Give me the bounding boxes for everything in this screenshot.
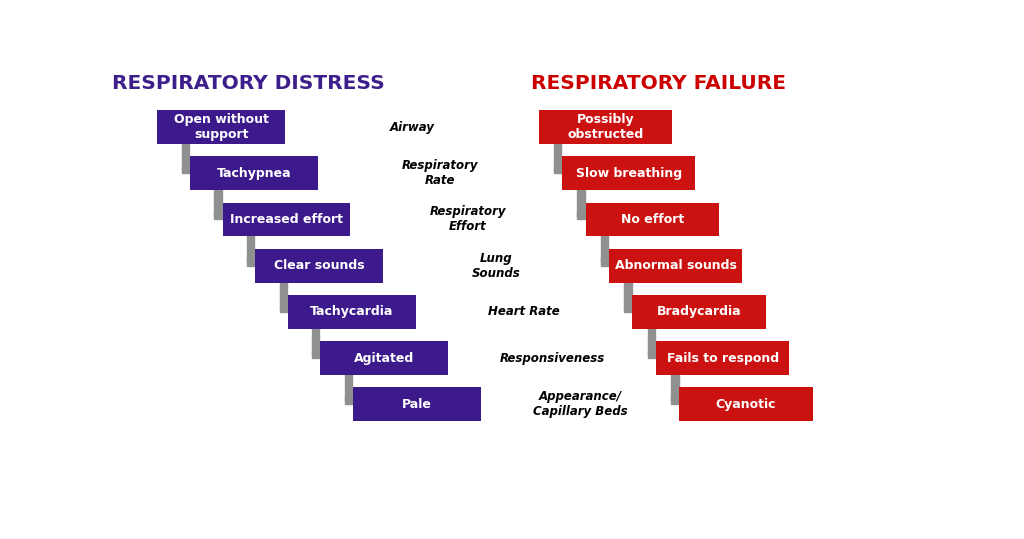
Polygon shape (345, 397, 369, 404)
FancyBboxPatch shape (609, 248, 742, 282)
FancyBboxPatch shape (321, 341, 449, 375)
Polygon shape (206, 160, 220, 179)
Polygon shape (626, 252, 639, 272)
Polygon shape (345, 374, 352, 400)
Polygon shape (182, 166, 206, 173)
Text: Abnormal sounds: Abnormal sounds (614, 259, 736, 272)
Text: Cyanotic: Cyanotic (716, 398, 776, 411)
Text: Airway: Airway (389, 121, 434, 134)
Polygon shape (648, 327, 655, 355)
Polygon shape (271, 252, 286, 272)
FancyBboxPatch shape (656, 341, 790, 375)
Polygon shape (579, 160, 593, 179)
Text: Tachypnea: Tachypnea (217, 167, 291, 179)
Polygon shape (182, 142, 189, 170)
Text: Fails to respond: Fails to respond (667, 351, 778, 364)
Polygon shape (280, 305, 304, 312)
Text: Increased effort: Increased effort (230, 213, 343, 226)
Polygon shape (312, 351, 337, 358)
Polygon shape (695, 391, 710, 411)
Text: Bradycardia: Bradycardia (656, 306, 741, 319)
Polygon shape (649, 298, 663, 318)
Text: RESPIRATORY FAILURE: RESPIRATORY FAILURE (531, 74, 786, 93)
Text: Possibly
obstructed: Possibly obstructed (567, 113, 643, 141)
FancyBboxPatch shape (679, 388, 813, 421)
Polygon shape (312, 327, 319, 355)
Polygon shape (337, 344, 350, 364)
Text: Lung
Sounds: Lung Sounds (472, 252, 520, 280)
Text: Appearance/
Capillary Beds: Appearance/ Capillary Beds (532, 390, 628, 418)
Polygon shape (625, 281, 632, 308)
Polygon shape (554, 142, 561, 170)
Polygon shape (214, 212, 239, 219)
FancyBboxPatch shape (586, 203, 719, 237)
Text: Agitated: Agitated (354, 351, 415, 364)
Polygon shape (239, 206, 253, 226)
Text: Respiratory
Effort: Respiratory Effort (430, 205, 506, 233)
Polygon shape (625, 305, 649, 312)
FancyBboxPatch shape (158, 110, 286, 144)
FancyBboxPatch shape (190, 156, 317, 190)
Text: Open without
support: Open without support (174, 113, 269, 141)
Polygon shape (304, 298, 317, 318)
Polygon shape (247, 258, 271, 266)
Text: Heart Rate: Heart Rate (488, 306, 560, 319)
Text: Tachycardia: Tachycardia (310, 306, 393, 319)
Polygon shape (602, 206, 615, 226)
Polygon shape (280, 281, 287, 308)
Polygon shape (578, 189, 585, 216)
Polygon shape (601, 258, 626, 266)
Text: RESPIRATORY DISTRESS: RESPIRATORY DISTRESS (112, 74, 384, 93)
Text: Respiratory
Rate: Respiratory Rate (401, 159, 478, 187)
Polygon shape (214, 189, 222, 216)
FancyBboxPatch shape (288, 295, 416, 329)
Polygon shape (671, 374, 679, 400)
Polygon shape (554, 166, 579, 173)
FancyBboxPatch shape (222, 203, 350, 237)
Polygon shape (671, 397, 695, 404)
FancyBboxPatch shape (562, 156, 695, 190)
FancyBboxPatch shape (255, 248, 383, 282)
FancyBboxPatch shape (539, 110, 672, 144)
Text: Slow breathing: Slow breathing (575, 167, 682, 179)
Polygon shape (648, 351, 672, 358)
FancyBboxPatch shape (633, 295, 766, 329)
Text: No effort: No effort (621, 213, 684, 226)
Text: Pale: Pale (401, 398, 432, 411)
Text: Responsiveness: Responsiveness (500, 351, 604, 364)
FancyBboxPatch shape (352, 388, 480, 421)
Polygon shape (578, 212, 602, 219)
Polygon shape (247, 235, 254, 262)
Polygon shape (672, 344, 686, 364)
Polygon shape (601, 235, 608, 262)
Polygon shape (369, 391, 383, 411)
Text: Clear sounds: Clear sounds (273, 259, 365, 272)
